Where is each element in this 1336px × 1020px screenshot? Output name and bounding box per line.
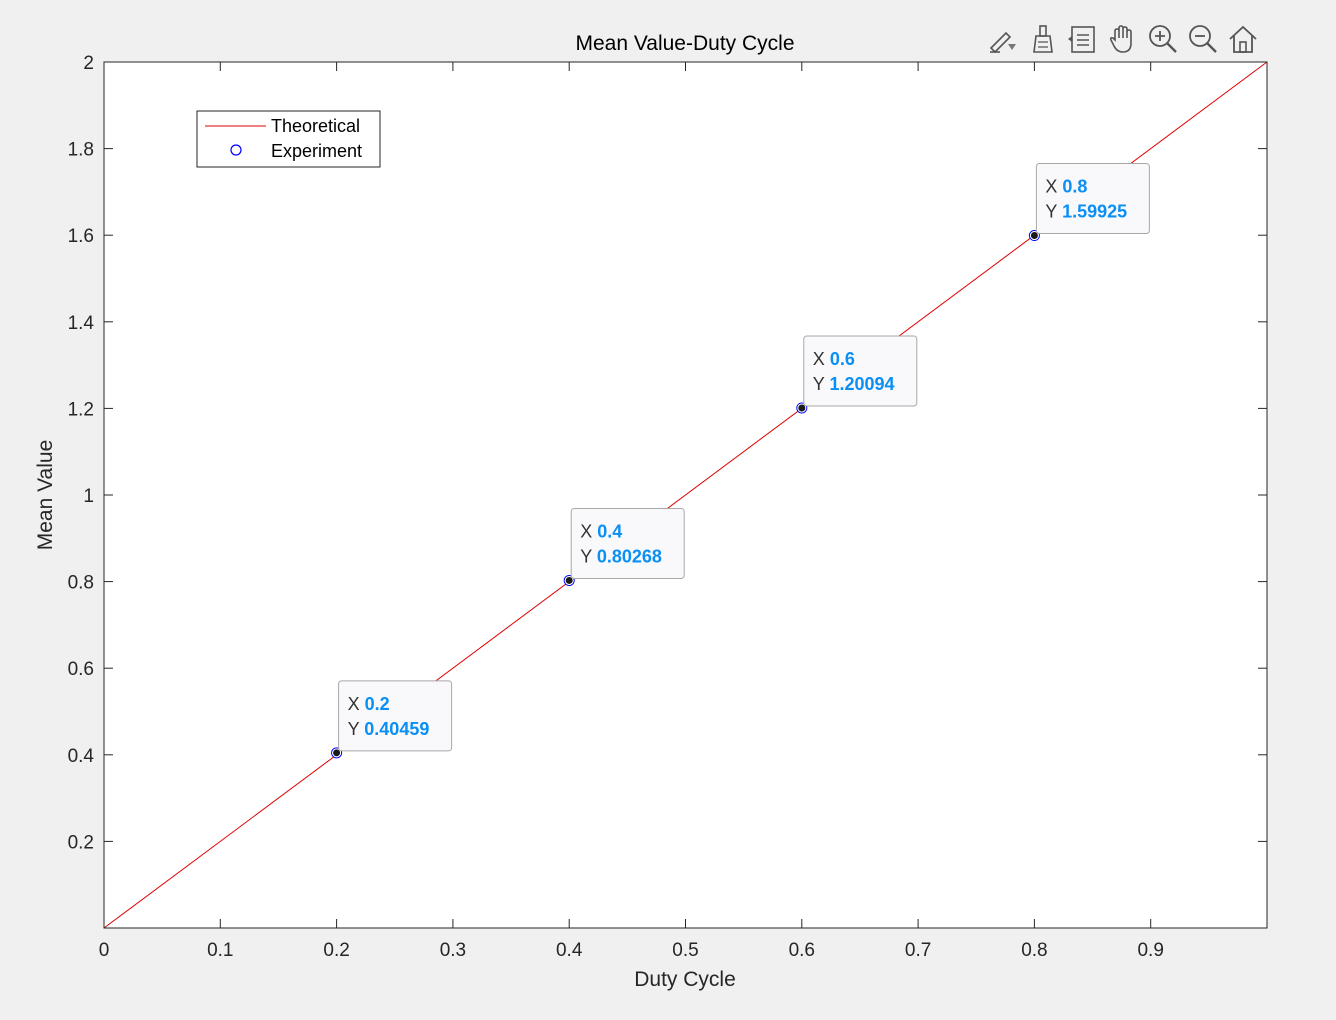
datatip-y-value: 1.20094 [829,374,894,394]
y-tick-label: 1 [83,486,94,507]
edit-plot-icon [989,31,1016,54]
zoom-in-icon [1149,25,1177,53]
x-tick-label: 0 [99,940,110,961]
legend-box [196,110,381,168]
datatip-y-value: 0.80268 [597,546,662,566]
x-tick-label: 0.4 [556,940,583,961]
datatip-x-label: X [580,521,597,541]
y-axis-label: Mean Value [34,440,57,551]
ticks-layer: 0 0.1 0.2 0.3 0.4 0.5 0.6 0.7 0.8 0.9 0.2 0.4 0.6 0.8… [68,53,1267,961]
y-tick-label: 0.8 [68,573,94,594]
pan-button[interactable] [1104,20,1142,58]
legend-toggle-icon [1068,26,1095,53]
datatip-x-value: 0.8 [1062,177,1087,197]
datatip-y-row: Y 1.20094 [813,374,895,394]
datatip-y-value: 1.59925 [1062,202,1127,222]
datatip-x-row: X 0.2 [348,694,390,714]
datatip-y-row: Y 1.59925 [1045,202,1127,222]
x-tick-label: 0.9 [1137,940,1163,961]
chart-title: Mean Value-Duty Cycle [575,32,794,55]
datatip-box [803,335,918,407]
zoom-in-button[interactable] [1144,20,1182,58]
brush-button[interactable] [1024,20,1062,58]
y-tick-label: 1.2 [68,399,94,420]
x-tick-label: 0.5 [672,940,698,961]
datatip-x-row: X 0.4 [580,521,622,541]
zoom-out-icon [1189,25,1217,53]
x-tick-label: 0.3 [440,940,466,961]
datatip-box [570,507,685,579]
datatip[interactable]: X 0.6Y 1.20094 [797,335,918,413]
datatip-x-value: 0.4 [597,521,622,541]
x-tick-label: 0.2 [323,940,349,961]
brush-icon [1033,25,1053,53]
datatip-x-row: X 0.8 [1045,177,1087,197]
datatip[interactable]: X 0.2Y 0.40459 [332,680,453,758]
x-tick-label: 0.7 [905,940,931,961]
datatip-marker [332,748,342,758]
y-tick-label: 2 [83,53,94,74]
legend[interactable]: Theoretical Experiment [196,110,381,168]
datatip-box [338,680,453,752]
datatip-marker [1029,231,1039,241]
datatip-x-label: X [813,349,830,369]
datatip-x-value: 0.2 [365,694,390,714]
y-tick-label: 1.6 [68,226,94,247]
datatip-x-label: X [1045,177,1062,197]
datatip-y-label: Y [1045,202,1062,222]
home-restore-view-icon [1229,25,1257,53]
datatip-box [1035,163,1150,235]
y-tick-label: 1.4 [68,313,95,334]
y-tick-label: 0.4 [68,746,95,767]
legend-label-experiment: Experiment [271,141,362,161]
x-tick-label: 0.8 [1021,940,1047,961]
datatip-y-label: Y [348,719,365,739]
y-tick-label: 0.6 [68,659,94,680]
edit-plot-button[interactable] [984,20,1022,58]
legend-toggle-button[interactable] [1064,20,1102,58]
datatip-x-value: 0.6 [830,349,855,369]
y-tick-label: 1.8 [68,140,94,161]
datatip-y-value: 0.40459 [364,719,429,739]
axes-toolbar [984,20,1262,60]
legend-marker-experiment [230,144,242,156]
datatip[interactable]: X 0.4Y 0.80268 [564,507,685,585]
restore-view-button[interactable] [1224,20,1262,58]
datatip-marker [564,575,574,585]
zoom-out-button[interactable] [1184,20,1222,58]
datatip-x-label: X [348,694,365,714]
y-tick-label: 0.2 [68,832,94,853]
legend-label-theoretical: Theoretical [271,116,360,136]
x-axis-label: Duty Cycle [634,968,736,991]
x-tick-label: 0.6 [789,940,815,961]
datatip-marker [797,403,807,413]
datatip-y-row: Y 0.40459 [348,719,430,739]
datatip[interactable]: X 0.8Y 1.59925 [1029,163,1150,241]
datatip-x-row: X 0.6 [813,349,855,369]
datatip-y-label: Y [813,374,830,394]
datatip-y-row: Y 0.80268 [580,546,662,566]
datatip-y-label: Y [580,546,597,566]
pan-hand-icon [1109,25,1132,53]
x-tick-label: 0.1 [207,940,233,961]
